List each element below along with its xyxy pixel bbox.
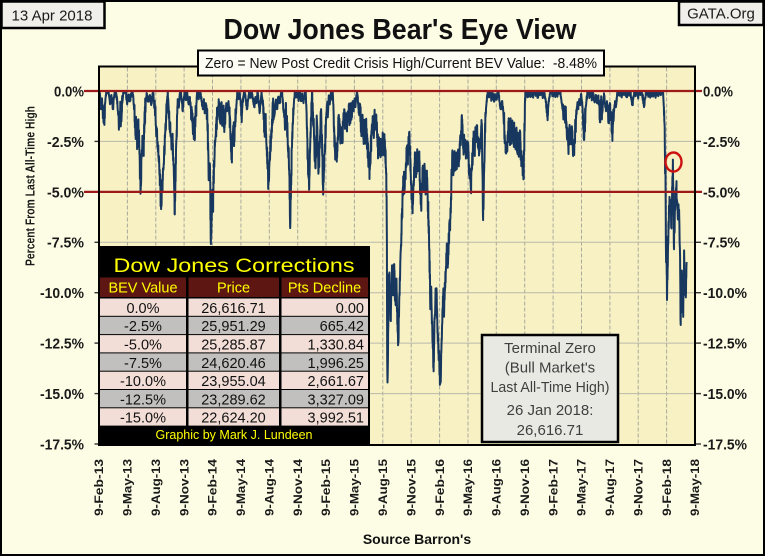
svg-text:Dow Jones Bear's Eye View: Dow Jones Bear's Eye View [224, 14, 577, 46]
svg-text:-17.5%: -17.5% [40, 437, 84, 453]
svg-text:-7.5%: -7.5% [703, 236, 740, 252]
svg-text:9-May-18: 9-May-18 [688, 459, 702, 516]
svg-text:-5.0%: -5.0% [47, 185, 84, 201]
svg-text:665.42: 665.42 [320, 319, 364, 335]
svg-text:22,624.20: 22,624.20 [201, 411, 266, 427]
svg-text:9-May-13: 9-May-13 [121, 459, 135, 516]
svg-text:1,996.25: 1,996.25 [308, 356, 364, 372]
svg-text:9-Nov-14: 9-Nov-14 [291, 459, 305, 516]
svg-text:9-Nov-13: 9-Nov-13 [177, 459, 191, 516]
svg-text:26 Jan 2018:: 26 Jan 2018: [507, 402, 594, 419]
svg-text:-15.0%: -15.0% [40, 387, 84, 403]
svg-text:(Bull Market's: (Bull Market's [505, 360, 595, 377]
svg-text:9-Aug-15: 9-Aug-15 [376, 459, 390, 516]
svg-text:9-Aug-13: 9-Aug-13 [149, 459, 163, 516]
svg-text:9-Aug-16: 9-Aug-16 [490, 459, 504, 516]
svg-text:-7.5%: -7.5% [47, 236, 84, 252]
svg-text:26,616.71: 26,616.71 [201, 301, 266, 317]
svg-text:24,620.46: 24,620.46 [201, 356, 266, 372]
svg-text:Graphic by Mark J. Lundeen: Graphic by Mark J. Lundeen [155, 428, 312, 442]
svg-text:9-Feb-16: 9-Feb-16 [433, 459, 447, 516]
svg-text:9-Feb-14: 9-Feb-14 [206, 459, 220, 516]
svg-text:-5.0%: -5.0% [703, 185, 740, 201]
svg-text:Percent From Last All-Time Hig: Percent From Last All-Time High [23, 106, 38, 266]
svg-text:13 Apr 2018: 13 Apr 2018 [12, 8, 93, 25]
svg-text:9-Nov-16: 9-Nov-16 [518, 459, 532, 516]
svg-text:9-May-15: 9-May-15 [348, 459, 362, 516]
svg-text:9-May-16: 9-May-16 [461, 459, 475, 516]
svg-text:-12.5%: -12.5% [703, 337, 747, 353]
svg-text:GATA.Org: GATA.Org [687, 6, 755, 23]
svg-text:9-May-14: 9-May-14 [234, 459, 248, 516]
svg-text:Source Barron's: Source Barron's [363, 531, 472, 547]
svg-text:0.00: 0.00 [336, 301, 364, 317]
svg-text:9-Aug-17: 9-Aug-17 [603, 459, 617, 516]
svg-text:-2.5%: -2.5% [124, 319, 162, 335]
svg-text:3,327.09: 3,327.09 [308, 392, 364, 408]
svg-text:2,661.67: 2,661.67 [308, 374, 364, 390]
svg-text:3,992.51: 3,992.51 [308, 411, 364, 427]
svg-text:1,330.84: 1,330.84 [308, 338, 364, 354]
svg-text:-15.0%: -15.0% [120, 411, 166, 427]
svg-text:9-Nov-17: 9-Nov-17 [631, 459, 645, 516]
svg-text:-10.0%: -10.0% [120, 374, 166, 390]
svg-text:Zero = New Post Credit Crisis: Zero = New Post Credit Crisis High/Curre… [205, 55, 597, 72]
svg-text:-10.0%: -10.0% [703, 286, 747, 302]
svg-text:Last All-Time High): Last All-Time High) [491, 379, 610, 396]
svg-text:0.0%: 0.0% [54, 84, 84, 100]
svg-text:-12.5%: -12.5% [120, 392, 166, 408]
svg-text:-17.5%: -17.5% [703, 437, 747, 453]
svg-text:-15.0%: -15.0% [703, 387, 747, 403]
svg-text:-12.5%: -12.5% [40, 337, 84, 353]
svg-text:-10.0%: -10.0% [40, 286, 84, 302]
svg-text:9-May-17: 9-May-17 [575, 459, 589, 516]
svg-text:9-Feb-13: 9-Feb-13 [92, 459, 106, 516]
svg-text:25,951.29: 25,951.29 [201, 319, 266, 335]
svg-text:Price: Price [217, 281, 250, 297]
svg-text:9-Feb-17: 9-Feb-17 [546, 459, 560, 516]
svg-text:23,289.62: 23,289.62 [201, 392, 266, 408]
svg-text:-2.5%: -2.5% [47, 135, 84, 151]
svg-text:Terminal Zero: Terminal Zero [504, 340, 596, 357]
svg-text:0.0%: 0.0% [126, 301, 159, 317]
svg-text:25,285.87: 25,285.87 [201, 338, 266, 354]
svg-text:-7.5%: -7.5% [124, 356, 162, 372]
svg-text:-2.5%: -2.5% [703, 135, 740, 151]
svg-text:Pts Decline: Pts Decline [288, 281, 361, 297]
svg-text:26,616.71: 26,616.71 [517, 422, 584, 439]
svg-text:9-Nov-15: 9-Nov-15 [404, 459, 418, 516]
svg-text:Dow Jones Corrections: Dow Jones Corrections [114, 255, 355, 277]
svg-text:9-Feb-15: 9-Feb-15 [319, 459, 333, 516]
svg-text:0.0%: 0.0% [703, 84, 733, 100]
svg-text:9-Aug-14: 9-Aug-14 [263, 459, 277, 516]
svg-text:23,955.04: 23,955.04 [201, 374, 266, 390]
svg-text:BEV Value: BEV Value [108, 281, 177, 297]
svg-text:9-Feb-18: 9-Feb-18 [660, 459, 674, 516]
svg-text:-5.0%: -5.0% [124, 338, 162, 354]
